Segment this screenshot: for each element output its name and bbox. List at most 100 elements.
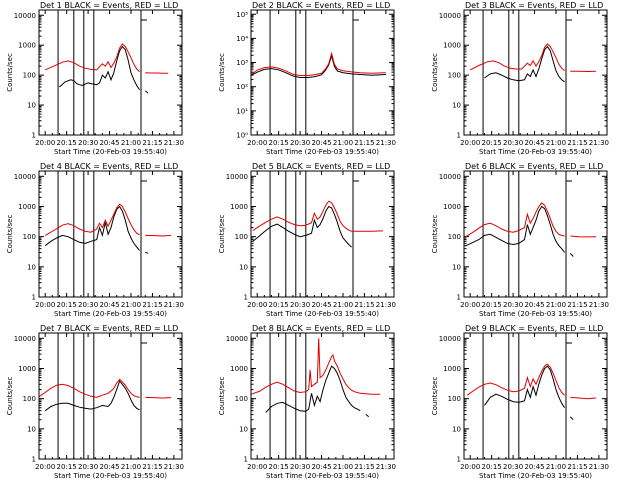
x-tick-label: 20:15 xyxy=(269,301,289,309)
x-tick-label: 20:00 xyxy=(460,463,480,471)
x-tick-label: 20:45 xyxy=(311,301,331,309)
lld-series-2 xyxy=(465,202,565,238)
y-tick-label: 10000 xyxy=(14,335,36,343)
y-axis-label: Counts/sec xyxy=(431,377,439,416)
lld-series-3 xyxy=(570,235,597,238)
y-tick-label: 10 xyxy=(27,263,36,271)
x-tick-label: 20:15 xyxy=(482,463,502,471)
x-tick-label: 20:30 xyxy=(503,301,523,309)
x-axis-label: Start Time (20-Feb-03 19:55:40) xyxy=(479,310,592,318)
lld-series-3 xyxy=(145,72,169,74)
x-axis-label: Start Time (20-Feb-03 19:55:40) xyxy=(479,472,592,480)
plot-frame xyxy=(250,170,395,298)
y-tick-label: 1 xyxy=(457,132,461,140)
y-tick-label: 10 xyxy=(239,425,248,433)
x-tick-label: 21:00 xyxy=(546,139,566,147)
lld-series-2 xyxy=(44,203,140,236)
x-tick-label: 21:00 xyxy=(546,463,566,471)
x-tick-label: 20:15 xyxy=(482,139,502,147)
chart-panel-7: 20:00 20:15 20:30 20:45 21:00 21:15 21:30 1 10 10… xyxy=(6,324,184,480)
chart-panel-6: 20:00 20:15 20:30 20:45 21:00 21:15 21:30 1 10 10… xyxy=(431,162,609,318)
x-tick-label: 21:15 xyxy=(142,463,162,471)
x-tick-label: 20:45 xyxy=(311,139,331,147)
x-tick-label: 20:00 xyxy=(35,463,55,471)
lld-series-1 xyxy=(252,200,384,232)
y-axis-label: Counts/sec xyxy=(218,215,226,254)
x-axis-label: Start Time (20-Feb-03 19:55:40) xyxy=(479,148,592,156)
x-tick-label: 21:30 xyxy=(589,139,609,147)
y-tick-label: 1 xyxy=(32,294,36,302)
x-tick-label: 21:00 xyxy=(333,301,353,309)
x-tick-label: 20:15 xyxy=(269,463,289,471)
chart-title: Det 3 BLACK = Events, RED = LLD xyxy=(465,1,603,10)
y-tick-label: 100 xyxy=(448,72,461,80)
x-tick-label: 21:00 xyxy=(121,139,141,147)
x-tick-label: 20:00 xyxy=(247,139,267,147)
x-tick-label: 20:45 xyxy=(524,139,544,147)
chart-title: Det 1 BLACK = Events, RED = LLD xyxy=(40,1,178,10)
x-tick-label: 20:00 xyxy=(247,463,267,471)
events-series-1 xyxy=(145,251,149,254)
x-axis-label: Start Time (20-Feb-03 19:55:40) xyxy=(54,310,167,318)
x-axis-label: Start Time (20-Feb-03 19:55:40) xyxy=(54,148,167,156)
events-series-0 xyxy=(44,205,140,251)
lld-series-2 xyxy=(251,338,381,395)
y-axis-label: Counts/sec xyxy=(6,53,14,92)
x-tick-label: 21:00 xyxy=(121,463,141,471)
chart-title: Det 5 BLACK = Events, RED = LLD xyxy=(252,162,390,171)
y-tick-label: 1 xyxy=(32,456,36,464)
x-tick-label: 21:15 xyxy=(354,301,374,309)
x-tick-label: 20:30 xyxy=(78,463,98,471)
y-tick-label: 10000 xyxy=(226,335,248,343)
lld-series-1 xyxy=(39,378,140,398)
x-tick-label: 20:15 xyxy=(57,139,77,147)
chart-panel-5: 20:00 20:15 20:30 20:45 21:00 21:15 21:30 1 10 10… xyxy=(218,162,396,318)
x-tick-label: 21:30 xyxy=(376,301,396,309)
y-tick-label: 100 xyxy=(448,395,461,403)
y-axis-label: Counts/sec xyxy=(6,215,14,254)
x-tick-label: 20:30 xyxy=(290,301,310,309)
events-series-1 xyxy=(365,414,370,418)
y-tick-label: 1 xyxy=(32,132,36,140)
chart-panel-3: 20:00 20:15 20:30 20:45 21:00 21:15 21:30 1 10 10… xyxy=(431,1,609,156)
y-tick-label: 100 xyxy=(23,233,36,241)
y-tick-label: 10 xyxy=(452,425,461,433)
x-axis-label: Start Time (20-Feb-03 19:55:40) xyxy=(54,472,167,480)
y-tick-label: 1000 xyxy=(443,42,461,50)
x-tick-label: 20:15 xyxy=(482,301,502,309)
x-tick-label: 20:45 xyxy=(524,301,544,309)
y-axis-label: Counts/sec xyxy=(218,53,226,92)
x-tick-label: 21:30 xyxy=(164,301,184,309)
chart-panel-8: 20:00 20:15 20:30 20:45 21:00 21:15 21:30 1 10 10… xyxy=(218,324,396,480)
x-tick-label: 21:30 xyxy=(376,139,396,147)
x-tick-label: 21:15 xyxy=(354,139,374,147)
events-series-0 xyxy=(252,205,352,248)
x-tick-label: 20:45 xyxy=(99,139,119,147)
y-tick-label: 10 xyxy=(239,263,248,271)
plot-frame xyxy=(463,9,608,136)
chart-panel-9: 20:00 20:15 20:30 20:45 21:00 21:15 21:30 1 10 10… xyxy=(431,324,609,480)
x-tick-label: 20:30 xyxy=(78,139,98,147)
y-tick-label: 10² xyxy=(236,83,248,91)
y-tick-label: 1 xyxy=(244,294,248,302)
y-tick-label: 10 xyxy=(27,425,36,433)
events-series-0 xyxy=(251,54,386,78)
events-series-1 xyxy=(569,252,574,257)
y-tick-label: 10000 xyxy=(439,173,461,181)
y-tick-label: 10000 xyxy=(226,173,248,181)
x-tick-label: 21:15 xyxy=(567,301,587,309)
chart-panel-2: 20:00 20:15 20:30 20:45 21:00 21:15 21:30 10⁰ 10… xyxy=(218,1,396,156)
chart-panel-1: 20:00 20:15 20:30 20:45 21:00 21:15 21:30 1 10 10… xyxy=(6,1,184,156)
y-axis-label: Counts/sec xyxy=(6,377,14,416)
chart-title: Det 4 BLACK = Events, RED = LLD xyxy=(40,162,178,171)
y-tick-label: 10000 xyxy=(14,173,36,181)
x-tick-label: 21:15 xyxy=(354,463,374,471)
lld-series-1 xyxy=(469,43,565,72)
y-tick-label: 10⁵ xyxy=(236,11,248,19)
x-tick-label: 21:00 xyxy=(121,301,141,309)
x-tick-label: 20:30 xyxy=(503,463,523,471)
x-tick-label: 21:15 xyxy=(567,139,587,147)
chart-title: Det 6 BLACK = Events, RED = LLD xyxy=(465,162,603,171)
x-tick-label: 20:30 xyxy=(290,463,310,471)
lld-series-3 xyxy=(570,396,597,400)
